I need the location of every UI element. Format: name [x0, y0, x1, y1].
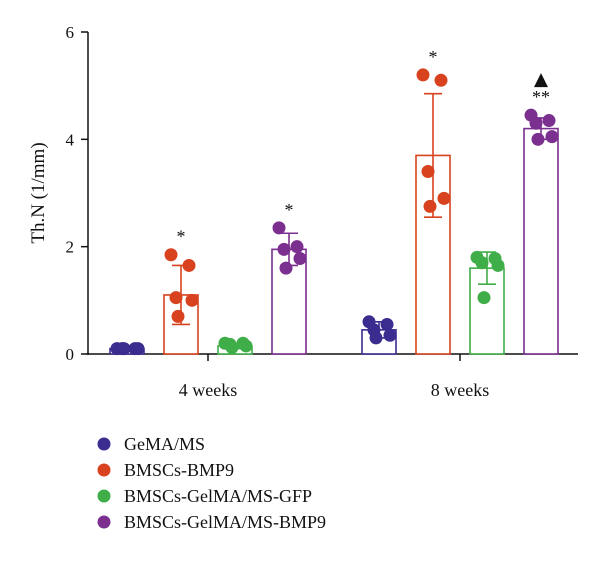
data-point [491, 258, 505, 272]
data-point [171, 309, 185, 323]
x-tick-label: 4 weeks [179, 380, 237, 400]
significance-label: * [285, 200, 294, 220]
triangle-marker [534, 73, 548, 88]
legend-marker [97, 437, 111, 451]
legend-label: BMSCs-GelMA/MS-BMP9 [124, 512, 326, 532]
data-point [423, 199, 437, 213]
significance-label: * [429, 47, 438, 67]
legend-label: BMSCs-GelMA/MS-GFP [124, 486, 312, 506]
data-point [239, 339, 253, 353]
data-point [185, 293, 199, 307]
y-axis-label: Th.N (1/mm) [28, 142, 49, 243]
data-point [475, 256, 489, 270]
data-point [380, 317, 394, 331]
legend-marker [97, 489, 111, 503]
legend-label: GeMA/MS [124, 434, 205, 454]
data-point [529, 116, 543, 130]
x-tick-label: 8 weeks [431, 380, 489, 400]
data-point [164, 248, 178, 262]
y-tick-label: 2 [66, 238, 75, 257]
data-point [369, 331, 383, 345]
data-point [293, 251, 307, 265]
data-point [416, 68, 430, 82]
data-point [290, 240, 304, 254]
data-point [169, 291, 183, 305]
legend: GeMA/MS BMSCs-BMP9 BMSCs-GelMA/MS-GFP BMSCs… [97, 434, 326, 532]
data-point [383, 328, 397, 342]
bar [523, 127, 559, 355]
bars: ***** [109, 47, 559, 356]
data-point [542, 114, 556, 128]
significance-label: * [177, 227, 186, 247]
y-tick-label: 4 [66, 130, 75, 149]
data-point [434, 73, 448, 87]
y-tick-label: 0 [66, 345, 75, 364]
legend-label: BMSCs-BMP9 [124, 460, 234, 480]
legend-marker [97, 463, 111, 477]
data-point [279, 261, 293, 275]
significance-label: ** [532, 87, 550, 107]
data-point [437, 191, 451, 205]
legend-marker [97, 515, 111, 529]
data-point [421, 165, 435, 179]
data-point [117, 342, 131, 356]
data-point [131, 342, 145, 356]
data-point [225, 341, 239, 355]
data-point [545, 130, 559, 144]
axes: 0 2 4 6 Th.N (1/mm) 4 weeks 8 weeks [28, 23, 578, 400]
data-point [182, 258, 196, 272]
data-point [477, 291, 491, 305]
data-point [272, 221, 286, 235]
y-tick-label: 6 [66, 23, 75, 42]
data-point [531, 132, 545, 146]
data-point [277, 242, 291, 256]
